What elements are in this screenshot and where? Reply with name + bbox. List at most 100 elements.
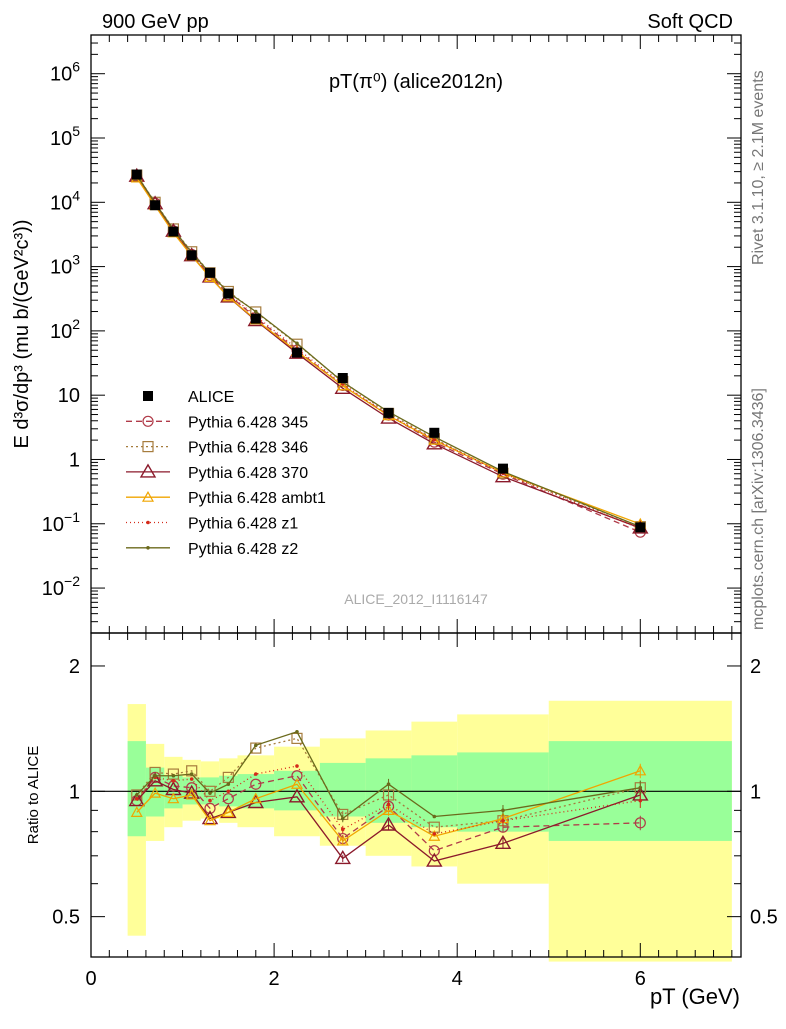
legend-label: ALICE	[188, 389, 234, 406]
data-point	[383, 407, 394, 418]
legend-label: Pythia 6.428 ambt1	[188, 490, 326, 507]
legend-label: Pythia 6.428 370	[188, 465, 308, 482]
series-point	[426, 435, 443, 450]
ratio-point	[149, 786, 162, 798]
ratio-point	[432, 814, 437, 819]
y-tick-label: 106	[50, 59, 80, 86]
ratio-point	[153, 773, 157, 778]
top-panel: 10−2 10−1 1 10 102 103 104 105 106	[42, 34, 742, 634]
ratio-point	[291, 770, 303, 782]
ratio-point	[250, 778, 262, 790]
y-tick-label: 10	[58, 385, 80, 407]
ratio-point	[295, 764, 299, 768]
ratio-point	[171, 778, 176, 783]
ratio-point	[167, 792, 180, 804]
legend-marker	[146, 520, 150, 525]
y-tick-label-left: 2	[69, 656, 80, 678]
legend-label: Pythia 6.428 345	[188, 414, 308, 431]
ratio-point	[428, 830, 441, 841]
data-point	[223, 288, 234, 299]
ratio-point	[247, 794, 265, 809]
side-text-rivet: Rivet 3.1.10, ≥ 2.1M events	[750, 70, 767, 265]
bottom-y-axis-label: Ratio to ALICE	[25, 746, 42, 844]
ratio-point	[185, 788, 198, 800]
ratio-point	[249, 792, 262, 804]
legend-label: Pythia 6.428 z2	[188, 541, 298, 558]
ratio-point	[134, 796, 139, 801]
ratio-point	[189, 772, 194, 776]
stat-band	[127, 741, 146, 837]
series-point	[336, 379, 349, 391]
y-tick-label: 104	[50, 187, 80, 214]
bottom-frame	[90, 632, 742, 958]
y-tick-label-right: 1	[750, 781, 761, 803]
y-tick-label-right: 2	[750, 656, 761, 678]
x-tick-label: 4	[452, 968, 463, 990]
legend: ALICE Pythia 6.428 345 Pythia 6.428 346 Pyt…	[126, 389, 326, 558]
ratio-line	[136, 770, 641, 842]
data-point	[635, 522, 646, 533]
ratio-point	[336, 834, 349, 846]
ratio-point	[290, 777, 304, 789]
y-tick-label: 1	[69, 449, 80, 471]
main-title: pT(π⁰) (alice2012n)	[329, 71, 503, 93]
data-point	[250, 313, 261, 324]
ratio-point	[183, 784, 200, 799]
x-tick-label: 6	[635, 968, 646, 990]
ratio-point	[208, 791, 212, 795]
legend-marker	[139, 463, 157, 478]
legend-marker	[142, 441, 154, 453]
y-tick-label-left: 0.5	[52, 907, 80, 929]
ratio-point	[208, 798, 212, 803]
y-tick-label: 102	[50, 316, 80, 343]
y-tick-label: 10−2	[42, 573, 80, 600]
y-tick-label: 103	[50, 252, 80, 279]
ratio-point	[222, 793, 234, 805]
y-tick-label: 105	[50, 123, 80, 150]
ratio-point	[288, 788, 306, 803]
series-point	[428, 433, 441, 445]
header-left: 900 GeV pp	[102, 11, 209, 33]
ratio-point	[250, 742, 262, 754]
series-point	[494, 468, 512, 483]
data-point	[429, 427, 440, 438]
ratio-point	[426, 852, 443, 867]
legend-label: Pythia 6.428 z1	[188, 516, 298, 533]
ratio-point	[226, 782, 231, 787]
y-tick-label: 10−1	[42, 509, 80, 536]
ratio-point	[432, 832, 437, 836]
data-point	[291, 347, 302, 358]
legend-marker	[146, 546, 150, 550]
ratio-point	[253, 743, 258, 748]
ratio-point	[134, 793, 139, 797]
data-point	[131, 169, 142, 180]
ratio-point	[295, 729, 299, 734]
y-tick-label-right: 0.5	[750, 907, 778, 929]
y-tick-label-left: 1	[69, 781, 80, 803]
data-point	[337, 373, 348, 384]
top-y-axis-label: E d³σ/dp³ (mu b/(GeV²c³))	[11, 219, 33, 448]
ratio-point	[201, 810, 219, 825]
ratio-point	[171, 773, 176, 778]
ratio-point	[334, 850, 351, 865]
x-tick-label: 0	[85, 968, 96, 990]
ratio-point	[204, 802, 216, 814]
watermark: ALICE_2012_I1116147	[344, 591, 488, 607]
side-text-mcplots: mcplots.cern.ch [arXiv:1306.3436]	[750, 388, 767, 630]
series-point	[253, 309, 258, 314]
data-point	[150, 200, 161, 211]
legend-marker	[142, 415, 154, 427]
ratio-point	[222, 806, 235, 817]
header-right: Soft QCD	[647, 11, 733, 33]
ratio-point	[203, 814, 217, 826]
ratio-point	[189, 777, 194, 781]
stat-band	[319, 762, 366, 817]
ratio-point	[226, 789, 231, 794]
series-point	[295, 341, 299, 346]
ratio-point	[253, 772, 258, 776]
ratio-point	[128, 792, 145, 807]
legend-marker-alice	[143, 391, 153, 401]
data-point	[186, 250, 197, 261]
